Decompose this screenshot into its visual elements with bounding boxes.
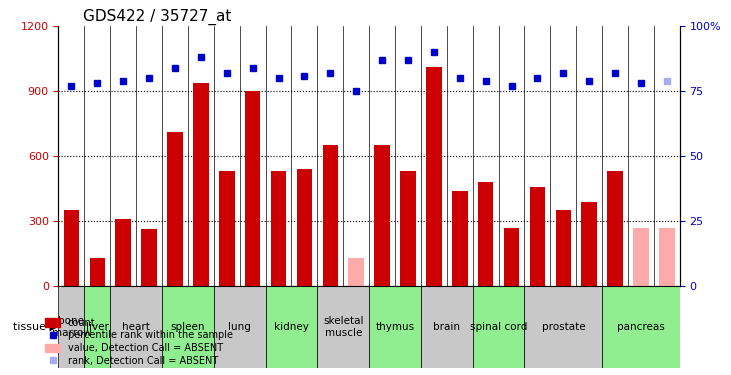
FancyBboxPatch shape [162, 286, 213, 368]
Bar [607, 171, 623, 286]
FancyBboxPatch shape [602, 286, 680, 368]
Bar [322, 146, 338, 286]
Text: heart: heart [122, 322, 150, 332]
Bar [633, 228, 649, 286]
Bar [426, 68, 442, 286]
FancyBboxPatch shape [84, 286, 110, 368]
Bar [374, 146, 390, 286]
FancyBboxPatch shape [369, 286, 421, 368]
Bar [659, 228, 675, 286]
Bar [219, 171, 235, 286]
Text: lung: lung [228, 322, 251, 332]
Bar [270, 171, 287, 286]
FancyBboxPatch shape [58, 286, 84, 368]
FancyBboxPatch shape [421, 286, 473, 368]
Text: pancreas: pancreas [617, 322, 665, 332]
Bar [89, 258, 105, 286]
FancyBboxPatch shape [265, 286, 317, 368]
Bar [478, 182, 493, 286]
Bar [141, 229, 157, 286]
Bar [581, 202, 597, 286]
Bar [193, 82, 208, 286]
Text: spleen: spleen [170, 322, 205, 332]
FancyBboxPatch shape [525, 286, 602, 368]
Text: liver: liver [86, 322, 109, 332]
FancyBboxPatch shape [317, 286, 369, 368]
Text: kidney: kidney [274, 322, 309, 332]
Text: skeletal
muscle: skeletal muscle [323, 316, 363, 338]
Bar [504, 228, 519, 286]
Bar [530, 187, 545, 286]
Text: tissue ▶: tissue ▶ [13, 322, 58, 332]
Bar [349, 258, 364, 286]
Bar [452, 191, 468, 286]
Text: brain: brain [433, 322, 461, 332]
Legend: count, percentile rank within the sample, value, Detection Call = ABSENT, rank, : count, percentile rank within the sample… [42, 314, 237, 370]
Bar [401, 171, 416, 286]
Bar [245, 91, 260, 286]
FancyBboxPatch shape [473, 286, 525, 368]
Bar [556, 210, 571, 286]
FancyBboxPatch shape [110, 286, 162, 368]
Text: GDS422 / 35727_at: GDS422 / 35727_at [83, 9, 232, 25]
Text: spinal cord: spinal cord [470, 322, 527, 332]
Text: prostate: prostate [542, 322, 585, 332]
Bar [167, 132, 183, 286]
FancyBboxPatch shape [213, 286, 265, 368]
Bar [115, 219, 131, 286]
Bar [64, 210, 79, 286]
Bar [297, 169, 312, 286]
Text: thymus: thymus [376, 322, 414, 332]
Text: bone
marrow: bone marrow [52, 316, 91, 338]
